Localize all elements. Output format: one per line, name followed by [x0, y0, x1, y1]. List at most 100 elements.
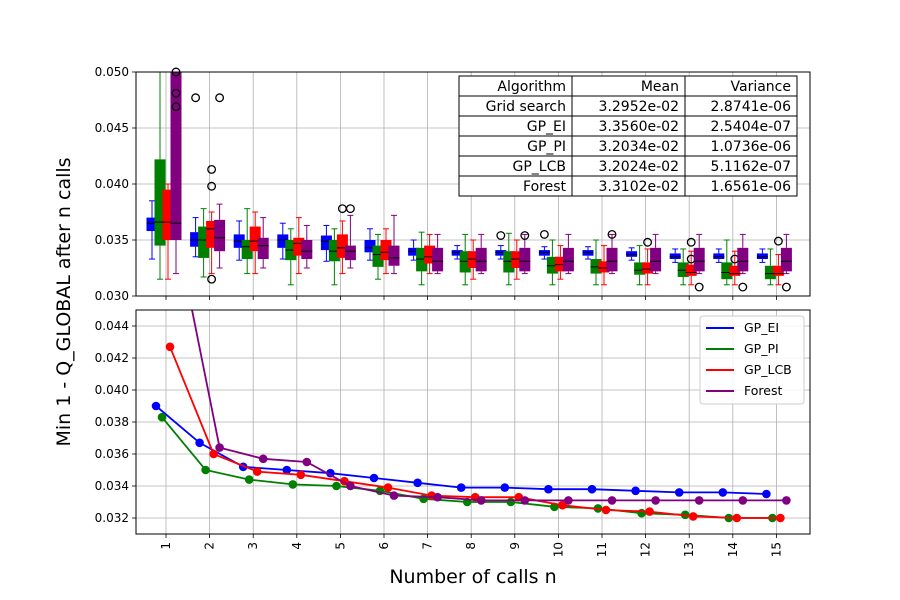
series-point — [346, 481, 355, 491]
series-point — [637, 508, 646, 518]
box-body — [214, 219, 226, 252]
bottom-x-tick-label: 2 — [203, 542, 217, 550]
bottom-y-tick-label: 0.038 — [95, 415, 129, 429]
box-series-forest — [170, 67, 792, 292]
table-cell: Grid search — [486, 99, 566, 115]
series-point — [601, 505, 611, 515]
bottom-x-tick-label: 15 — [769, 542, 783, 557]
box-body — [459, 251, 471, 273]
series-point — [332, 481, 341, 491]
series-point — [651, 496, 660, 505]
table-cell: Forest — [523, 179, 566, 195]
bottom-x-ticks: 1 2 3 4 5 6 7 8 9 10 11 12 13 14 15 — [159, 534, 783, 557]
bottom-x-tick-label: 8 — [464, 542, 478, 550]
series-point — [383, 483, 393, 492]
box-body — [538, 250, 550, 256]
bottom-x-tick-label: 1 — [159, 542, 173, 550]
box-body — [432, 247, 444, 272]
legend-label: GP_PI — [744, 341, 779, 356]
box-body — [241, 240, 253, 260]
series-point — [302, 457, 312, 467]
series-point — [252, 467, 262, 476]
box-body — [721, 262, 733, 280]
box-body — [372, 245, 384, 267]
series-point — [215, 443, 224, 452]
box-body — [546, 256, 558, 274]
series-point — [558, 500, 567, 510]
table-cell: 1.6561e-06 — [711, 179, 792, 195]
bottom-x-tick-label: 9 — [508, 542, 522, 550]
table-header-cell: Variance — [731, 79, 791, 95]
box-outlier — [694, 282, 704, 292]
bottom-x-tick-label: 10 — [551, 542, 565, 557]
table-cell: 5.1162e-07 — [711, 159, 791, 175]
box-body — [693, 247, 705, 272]
box-outlier — [520, 231, 530, 240]
box-body — [257, 237, 269, 260]
y-axis-label: Min 1 - Q_GLOBAL after n calls — [53, 157, 75, 446]
series-point — [762, 489, 771, 499]
bottom-y-tick-label: 0.032 — [95, 511, 129, 525]
table-header-cell: Algorithm — [497, 79, 566, 95]
series-point — [456, 483, 466, 492]
box-body — [388, 245, 400, 266]
box-body — [475, 247, 487, 272]
legend-label: GP_LCB — [744, 362, 792, 377]
top-y-tick-label: 0.040 — [95, 177, 129, 191]
series-point — [282, 465, 292, 475]
box-body — [451, 250, 463, 256]
top-y-tick-label: 0.050 — [95, 65, 129, 79]
box-outlier — [345, 204, 355, 214]
table-cell: GP_PI — [527, 139, 566, 155]
box-body — [408, 247, 420, 256]
box-body — [511, 251, 523, 268]
bottom-x-tick-label: 6 — [377, 542, 391, 550]
series-point — [413, 478, 422, 488]
line-series — [151, 310, 791, 523]
box-body — [146, 217, 158, 232]
legend-label: GP_EI — [744, 320, 779, 335]
box-outlier — [207, 164, 217, 174]
box-body — [328, 240, 340, 262]
series-point — [369, 473, 379, 483]
series-point — [564, 496, 573, 505]
series-point — [201, 465, 210, 475]
bottom-y-tick-label: 0.034 — [95, 479, 129, 493]
line-series-gp-ei — [151, 401, 771, 499]
box-body — [737, 247, 749, 272]
box-body — [424, 245, 436, 264]
series-point — [776, 513, 785, 523]
box-outlier — [207, 274, 217, 284]
bottom-x-tick-label: 3 — [246, 542, 260, 550]
bottom-x-tick-label: 11 — [595, 542, 609, 557]
series-point — [157, 412, 167, 422]
series-point — [476, 496, 486, 505]
series-point — [738, 496, 748, 505]
bottom-y-tick-label: 0.040 — [95, 383, 129, 397]
top-y-tick-label: 0.035 — [95, 233, 129, 247]
box-outlier — [215, 93, 225, 103]
box-body — [416, 247, 428, 272]
table-cell: GP_EI — [527, 119, 566, 135]
series-point — [195, 438, 204, 448]
bottom-y-tick-label: 0.036 — [95, 447, 129, 461]
box-body — [669, 253, 681, 260]
table-cell: 1.0736e-06 — [711, 139, 792, 155]
series-point — [500, 483, 510, 492]
box-body — [713, 253, 725, 260]
bottom-x-tick-label: 12 — [639, 542, 653, 557]
series-point — [258, 454, 268, 464]
bottom-x-tick-label: 13 — [682, 542, 696, 557]
series-point — [244, 475, 254, 484]
box-body — [364, 240, 376, 253]
box-body — [495, 250, 507, 256]
box-body — [729, 265, 741, 276]
box-body — [562, 247, 574, 272]
box-body — [519, 247, 531, 272]
box-plot-panel: 0.030 0.035 0.040 0.045 0.050 Algorithm Mean V… — [95, 65, 811, 303]
box-body — [780, 247, 792, 272]
series-point — [645, 507, 654, 516]
bottom-y-ticks: 0.032 0.034 0.036 0.038 0.040 0.042 0.044 — [95, 319, 136, 525]
series-point — [288, 480, 298, 489]
